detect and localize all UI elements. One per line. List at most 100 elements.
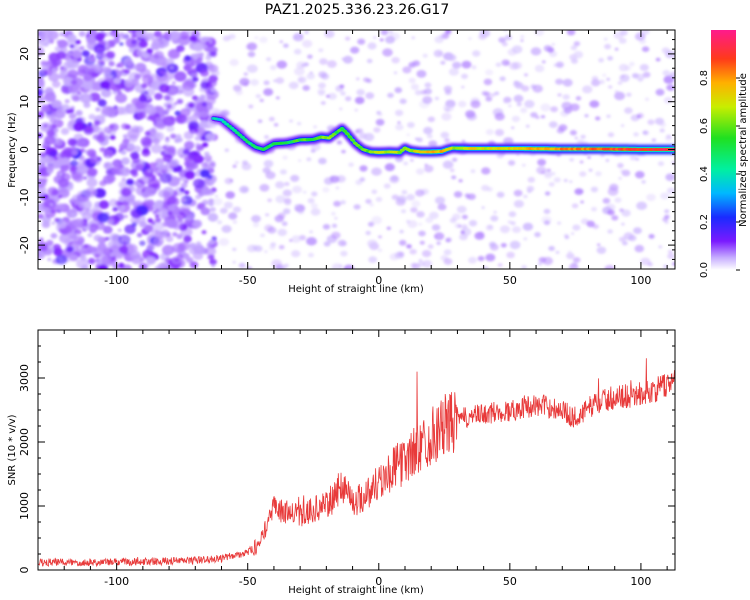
noise-blob: [183, 64, 192, 72]
noise-blob: [365, 198, 372, 204]
ridge-speck: [350, 138, 356, 142]
noise-blob: [386, 226, 391, 230]
noise-blob: [604, 43, 612, 50]
noise-blob: [602, 197, 611, 204]
noise-blob: [210, 87, 217, 93]
noise-blob: [327, 92, 337, 100]
noise-blob: [308, 252, 314, 258]
noise-blob: [572, 257, 581, 263]
noise-blob: [394, 87, 403, 94]
noise-blob: [324, 30, 335, 38]
y-tick-label: 10: [18, 95, 31, 109]
noise-blob: [247, 51, 256, 58]
noise-blob: [375, 196, 383, 202]
noise-blob: [279, 169, 287, 175]
noise-blob: [71, 146, 76, 150]
noise-blob: [72, 95, 80, 102]
noise-blob: [365, 230, 372, 236]
noise-blob: [162, 244, 175, 256]
noise-blob: [419, 240, 425, 245]
noise-blob: [206, 45, 217, 53]
noise-blob: [395, 124, 404, 131]
noise-blob: [540, 170, 546, 175]
noise-blob: [331, 231, 341, 239]
noise-blob: [138, 94, 148, 102]
noise-blob: [145, 106, 157, 116]
noise-blob: [485, 96, 493, 102]
noise-blob: [495, 62, 502, 67]
noise-blob: [367, 239, 378, 248]
noise-blob: [524, 73, 528, 77]
noise-blob: [126, 198, 136, 206]
noise-blob: [109, 135, 116, 140]
noise-blob: [97, 99, 107, 107]
noise-blob: [98, 200, 110, 210]
noise-blob: [617, 81, 623, 85]
noise-blob: [595, 171, 602, 177]
noise-blob: [460, 230, 465, 234]
noise-blob: [618, 176, 622, 180]
noise-blob: [194, 136, 201, 141]
noise-blob: [43, 124, 48, 128]
noise-blob: [323, 241, 331, 247]
noise-blob: [584, 114, 589, 118]
noise-blob: [180, 176, 186, 182]
noise-blob: [44, 68, 53, 76]
noise-blob: [132, 145, 142, 153]
noise-blob: [307, 54, 313, 59]
noise-blob: [322, 187, 330, 193]
noise-blob: [180, 108, 191, 117]
noise-blob: [275, 195, 286, 204]
noise-blob: [201, 162, 208, 168]
noise-blob: [70, 213, 77, 218]
noise-blob: [607, 209, 615, 216]
noise-blob: [109, 233, 119, 242]
noise-blob: [150, 42, 161, 51]
noise-blob: [642, 131, 647, 134]
noise-blob: [385, 35, 395, 44]
noise-blob: [61, 157, 70, 165]
noise-blob: [124, 79, 130, 84]
noise-blob: [67, 138, 78, 147]
noise-blob: [38, 213, 44, 219]
noise-blob: [504, 34, 512, 41]
noise-blob: [571, 203, 579, 209]
noise-blob: [145, 163, 150, 167]
noise-blob: [292, 185, 303, 194]
noise-blob: [402, 66, 412, 74]
noise-blob: [664, 214, 670, 219]
noise-blob: [472, 50, 481, 57]
noise-blob: [481, 167, 491, 175]
noise-blob: [288, 81, 299, 90]
noise-blob: [358, 132, 367, 140]
noise-blob: [540, 103, 551, 112]
noise-blob: [154, 266, 160, 269]
noise-blob: [642, 71, 651, 78]
noise-blob: [378, 235, 382, 239]
noise-blob: [94, 253, 101, 259]
noise-blob: [150, 220, 156, 225]
noise-blob: [541, 60, 546, 64]
noise-blob: [569, 130, 577, 136]
y-tick-label: 2000: [18, 428, 31, 456]
noise-blob: [252, 222, 260, 228]
noise-blob: [49, 203, 54, 207]
noise-blob: [176, 137, 183, 143]
noise-blob: [415, 189, 425, 197]
noise-blob: [387, 92, 394, 98]
noise-blob: [294, 67, 305, 76]
noise-blob: [172, 232, 178, 237]
noise-blob: [79, 45, 85, 51]
noise-blob: [334, 217, 338, 220]
noise-blob: [356, 77, 360, 81]
noise-blob: [250, 79, 259, 86]
noise-blob: [88, 30, 97, 37]
x-tick-label: 0: [375, 274, 382, 287]
noise-blob: [73, 122, 85, 132]
noise-blob: [418, 222, 423, 226]
noise-blob: [343, 266, 348, 269]
noise-blob: [607, 229, 613, 234]
noise-blob: [566, 30, 576, 36]
noise-blob: [209, 180, 214, 184]
noise-blob: [232, 164, 237, 168]
